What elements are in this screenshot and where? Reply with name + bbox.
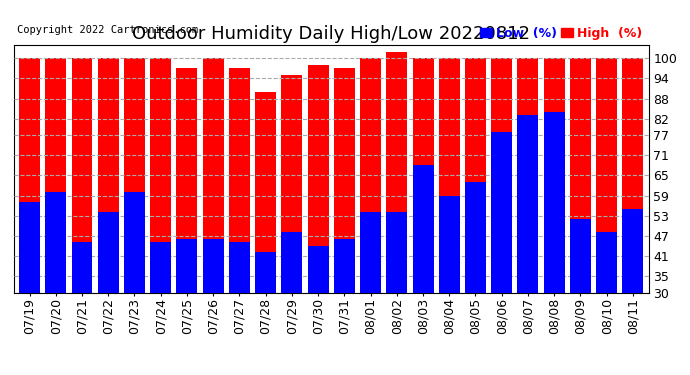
Bar (334, 68, 355, 292)
Bar (413, 58, 433, 292)
Title: Outdoor Humidity Daily High/Low 20220812: Outdoor Humidity Daily High/Low 20220812 (132, 26, 530, 44)
Bar (46, 192, 66, 292)
Bar (19, 58, 40, 292)
Bar (439, 58, 460, 292)
Bar (150, 58, 171, 292)
Bar (203, 239, 224, 292)
Bar (229, 242, 250, 292)
Bar (622, 58, 643, 292)
Bar (596, 232, 617, 292)
Bar (124, 58, 145, 292)
Bar (203, 58, 224, 292)
Bar (518, 58, 538, 292)
Bar (229, 68, 250, 292)
Bar (491, 132, 512, 292)
Bar (72, 242, 92, 292)
Bar (386, 212, 407, 292)
Bar (596, 58, 617, 292)
Bar (570, 58, 591, 292)
Bar (465, 58, 486, 292)
Bar (72, 58, 92, 292)
Bar (177, 239, 197, 292)
Bar (465, 182, 486, 292)
Bar (308, 246, 328, 292)
Bar (544, 58, 564, 292)
Bar (360, 212, 381, 292)
Bar (124, 192, 145, 292)
Bar (386, 52, 407, 292)
Bar (518, 115, 538, 292)
Bar (491, 58, 512, 292)
Bar (544, 112, 564, 292)
Bar (570, 219, 591, 292)
Bar (282, 75, 302, 292)
Bar (177, 68, 197, 292)
Legend: Low  (%), High  (%): Low (%), High (%) (480, 27, 642, 39)
Bar (413, 165, 433, 292)
Bar (255, 92, 276, 292)
Bar (360, 58, 381, 292)
Text: Copyright 2022 Cartronics.com: Copyright 2022 Cartronics.com (17, 25, 198, 35)
Bar (255, 252, 276, 292)
Bar (98, 58, 119, 292)
Bar (46, 58, 66, 292)
Bar (334, 239, 355, 292)
Bar (439, 195, 460, 292)
Bar (282, 232, 302, 292)
Bar (622, 209, 643, 292)
Bar (308, 65, 328, 292)
Bar (98, 212, 119, 292)
Bar (19, 202, 40, 292)
Bar (150, 242, 171, 292)
